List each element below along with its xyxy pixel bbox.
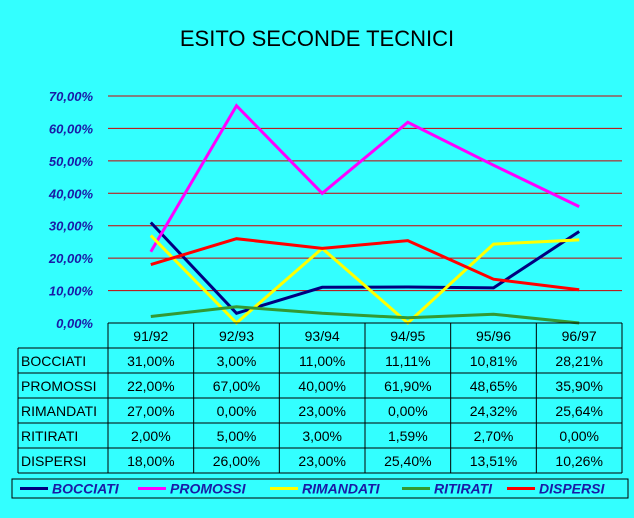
legend: BOCCIATI PROMOSSI RIMANDATI RITIRATI DISPERS… bbox=[11, 478, 629, 499]
table-cell: 11,00% bbox=[299, 353, 345, 369]
y-tick-label: 10,00% bbox=[49, 284, 94, 299]
legend-label: DISPERSI bbox=[539, 481, 605, 497]
table-cell: 23,00% bbox=[298, 453, 345, 469]
table-cell: 10,81% bbox=[470, 353, 517, 369]
x-category-label: 91/92 bbox=[133, 328, 168, 344]
series-line-promossi bbox=[149, 103, 580, 253]
legend-box bbox=[11, 478, 629, 499]
y-tick-label: 0,00% bbox=[56, 316, 93, 331]
y-tick-label: 30,00% bbox=[49, 219, 94, 234]
table-cell: 3,00% bbox=[217, 353, 257, 369]
table-cell: 23,00% bbox=[298, 403, 345, 419]
y-tick-label: 60,00% bbox=[49, 121, 94, 136]
table-row-label: RITIRATI bbox=[21, 428, 78, 444]
table-cell: 61,90% bbox=[384, 378, 431, 394]
table-row-label: RIMANDATI bbox=[21, 403, 97, 419]
table-cell: 28,21% bbox=[555, 353, 602, 369]
table-cell: 2,70% bbox=[474, 428, 514, 444]
chart-title: ESITO SECONDE TECNICI bbox=[180, 26, 454, 51]
y-tick-label: 20,00% bbox=[48, 251, 94, 266]
table-cell: 2,00% bbox=[131, 428, 171, 444]
table-cell: 35,90% bbox=[555, 378, 602, 394]
legend-label: BOCCIATI bbox=[52, 481, 120, 497]
x-category-label: 93/94 bbox=[305, 328, 340, 344]
table-cell: 1,59% bbox=[388, 428, 428, 444]
table-row-label: DISPERSI bbox=[21, 453, 86, 469]
table-cell: 22,00% bbox=[127, 378, 174, 394]
series-line-dispersi bbox=[150, 237, 580, 292]
data-table: 91/92 92/93 93/94 94/95 95/96 96/97 BOCCIATI 31… bbox=[17, 322, 623, 474]
table-cell: 24,32% bbox=[470, 403, 517, 419]
table-cell: 0,00% bbox=[217, 403, 257, 419]
table-cell: 25,64% bbox=[555, 403, 602, 419]
x-category-label: 96/97 bbox=[562, 328, 597, 344]
table-cell: 0,00% bbox=[559, 428, 599, 444]
table-cell: 3,00% bbox=[302, 428, 342, 444]
series-line-ritirati bbox=[150, 305, 580, 325]
x-category-label: 95/96 bbox=[476, 328, 511, 344]
table-cell: 67,00% bbox=[213, 378, 260, 394]
legend-label: RITIRATI bbox=[434, 481, 493, 497]
table-cell: 5,00% bbox=[217, 428, 257, 444]
table-cell: 48,65% bbox=[470, 378, 517, 394]
y-tick-label: 50,00% bbox=[49, 154, 94, 169]
table-row-label: PROMOSSI bbox=[21, 378, 96, 394]
table-cell: 31,00% bbox=[127, 353, 174, 369]
table-cell: 18,00% bbox=[127, 453, 174, 469]
table-cell: 13,51% bbox=[470, 453, 517, 469]
legend-label: PROMOSSI bbox=[170, 481, 247, 497]
legend-label: RIMANDATI bbox=[302, 481, 381, 497]
table-cell: 26,00% bbox=[213, 453, 260, 469]
table-cell: 40,00% bbox=[298, 378, 345, 394]
table-cell: 10,26% bbox=[555, 453, 602, 469]
table-cell: 0,00% bbox=[388, 403, 428, 419]
x-category-label: 92/93 bbox=[219, 328, 254, 344]
table-cell: 27,00% bbox=[127, 403, 174, 419]
y-tick-label: 70,00% bbox=[49, 89, 94, 104]
x-category-label: 94/95 bbox=[390, 328, 425, 344]
table-cell: 11,11% bbox=[385, 353, 430, 369]
table-cell: 25,40% bbox=[384, 453, 431, 469]
y-tick-label: 40,00% bbox=[48, 186, 94, 201]
table-row-label: BOCCIATI bbox=[21, 353, 86, 369]
